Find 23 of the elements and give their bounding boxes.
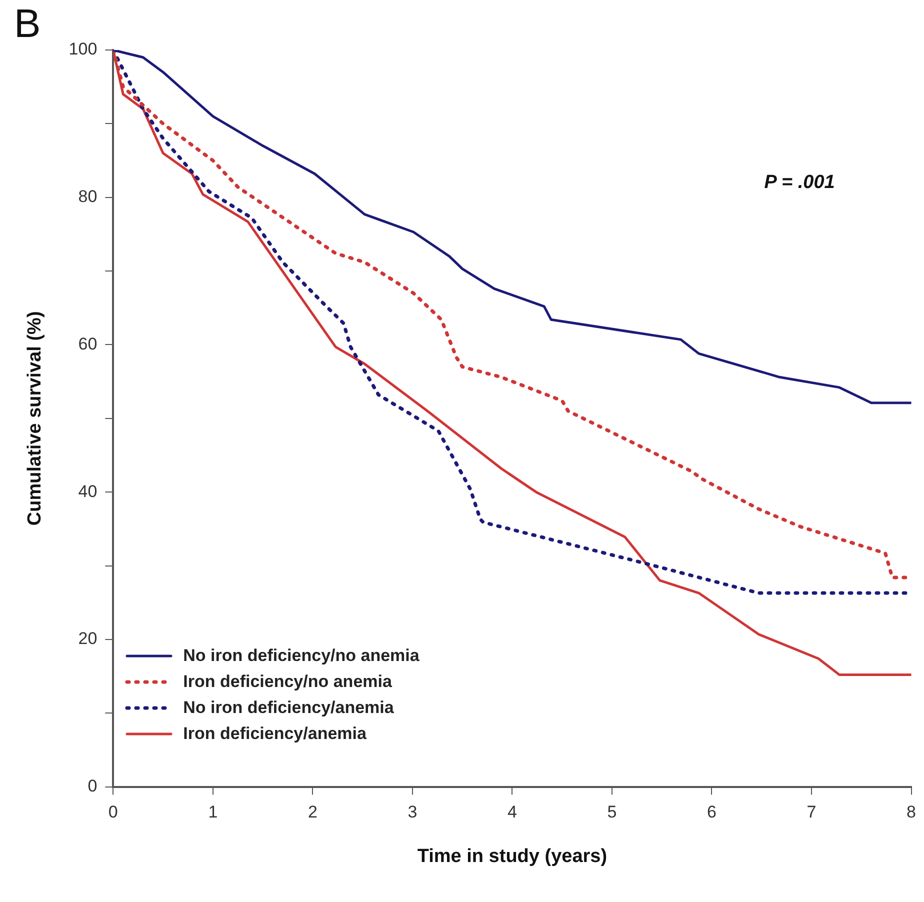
x-tick-label: 8: [906, 802, 916, 822]
chart-title: B: [14, 2, 41, 47]
x-tick-label: 4: [507, 802, 517, 822]
annotation: P = .001: [764, 172, 835, 193]
x-tick-label: 0: [108, 802, 118, 822]
x-tick-label: 2: [308, 802, 318, 822]
y-tick-label: 60: [78, 334, 98, 354]
legend-label: No iron deficiency/no anemia: [183, 646, 420, 666]
y-tick-label: 40: [78, 482, 98, 501]
legend-label: Iron deficiency/no anemia: [183, 672, 392, 692]
x-tick-label: 5: [607, 802, 617, 822]
x-axis-title: Time in study (years): [417, 846, 608, 867]
y-axis-title: Cumulative survival (%): [24, 311, 46, 526]
y-tick-label: 100: [68, 40, 98, 59]
x-tick-label: 7: [806, 802, 816, 822]
y-tick-label: 0: [88, 776, 98, 796]
x-tick-label: 6: [707, 802, 716, 822]
y-tick-label: 20: [78, 629, 98, 648]
x-tick-label: 3: [408, 802, 418, 822]
legend-label: No iron deficiency/anemia: [183, 698, 394, 718]
x-tick-label: 1: [208, 802, 218, 822]
legend-label: Iron deficiency/anemia: [183, 724, 366, 744]
y-tick-label: 80: [78, 187, 98, 206]
